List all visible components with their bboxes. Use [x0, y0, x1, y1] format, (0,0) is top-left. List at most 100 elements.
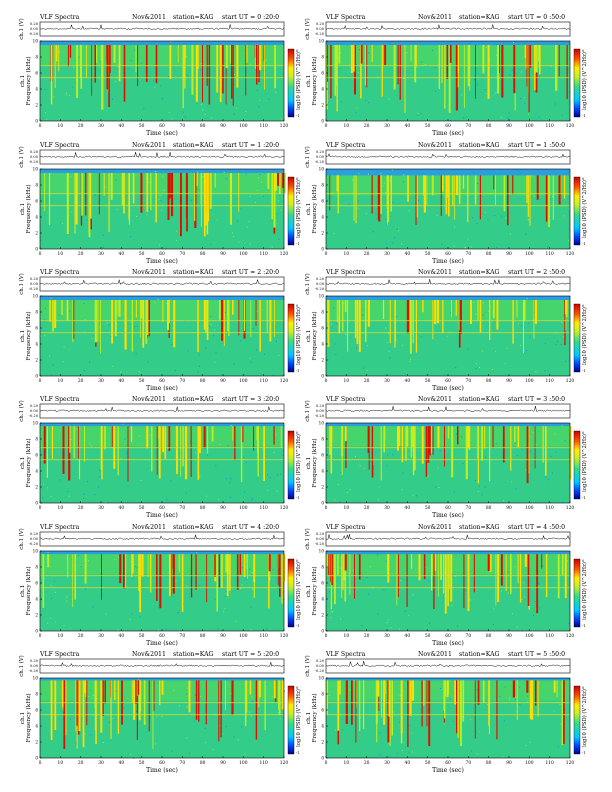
- noise-speckle: [333, 232, 335, 234]
- noise-speckle: [129, 618, 131, 620]
- noise-speckle: [329, 572, 331, 574]
- noise-speckle: [496, 247, 498, 249]
- emission-streak: [388, 680, 390, 717]
- noise-speckle: [334, 729, 336, 731]
- noise-speckle: [526, 350, 528, 351]
- emission-streak: [409, 680, 412, 716]
- noise-speckle: [75, 742, 77, 744]
- noise-speckle: [213, 335, 215, 337]
- emission-streak: [387, 554, 390, 583]
- noise-speckle: [493, 608, 495, 610]
- emission-streak: [330, 45, 332, 99]
- emission-streak: [431, 175, 434, 196]
- emission-streak: [84, 554, 87, 584]
- emission-streak: [106, 45, 109, 90]
- noise-speckle: [160, 200, 162, 202]
- x-tick-label: 20: [364, 506, 370, 511]
- noise-speckle: [506, 347, 508, 349]
- emission-streak: [436, 300, 440, 324]
- panel-channel-label: ch.1: [20, 75, 26, 88]
- colorbar-label: log10 (PSD) (V^2/Hz): [581, 434, 588, 492]
- noise-speckle: [357, 200, 359, 202]
- noise-speckle: [202, 109, 204, 111]
- noise-speckle: [353, 569, 355, 571]
- noise-speckle: [494, 350, 496, 352]
- noise-speckle: [339, 501, 341, 503]
- noise-speckle: [437, 467, 439, 469]
- emission-streak: [343, 554, 346, 581]
- y-tick-label: 4: [321, 724, 324, 729]
- waveform-tick-label: 0.20: [30, 404, 39, 408]
- emission-streak: [462, 175, 465, 189]
- noise-speckle: [233, 736, 235, 738]
- header-date: Nov&2011: [132, 524, 166, 531]
- y-tick-label: 10: [319, 676, 325, 681]
- noise-speckle: [475, 313, 477, 315]
- emission-streak: [360, 45, 362, 99]
- waveform-tick-label: -0.20: [29, 32, 39, 36]
- emission-streak: [484, 426, 486, 449]
- emission-streak: [146, 173, 149, 212]
- noise-speckle: [462, 463, 464, 465]
- noise-speckle: [343, 302, 345, 304]
- emission-streak: [329, 426, 332, 455]
- emission-streak: [219, 45, 222, 103]
- noise-speckle: [225, 178, 227, 180]
- spectrogram-upper-band: [326, 169, 570, 176]
- channel-axis-label: ch.1 (V): [18, 146, 25, 167]
- noise-speckle: [555, 451, 557, 453]
- x-tick-label: 70: [180, 761, 186, 766]
- noise-speckle: [149, 208, 150, 210]
- noise-speckle: [50, 297, 52, 299]
- noise-speckle: [415, 495, 417, 497]
- noise-speckle: [216, 219, 218, 221]
- noise-speckle: [389, 180, 391, 182]
- noise-speckle: [245, 173, 247, 175]
- noise-speckle: [340, 472, 342, 474]
- spectrogram-band-glow: [40, 300, 284, 320]
- emission-streak: [477, 680, 480, 705]
- emission-streak: [396, 554, 398, 606]
- emission-streak: [168, 300, 170, 324]
- emission-streak: [510, 426, 512, 471]
- emission-streak: [131, 554, 134, 574]
- emission-streak: [118, 45, 121, 82]
- noise-speckle: [335, 354, 337, 355]
- emission-streak: [445, 175, 448, 215]
- frequency-axis-label: Frequency (kHz): [25, 311, 32, 360]
- emission-streak: [430, 426, 432, 454]
- emission-streak: [150, 173, 152, 211]
- noise-speckle: [248, 220, 250, 222]
- noise-speckle: [195, 694, 196, 696]
- y-tick-label: 0: [35, 247, 38, 252]
- noise-speckle: [243, 456, 245, 458]
- noise-speckle: [184, 457, 186, 459]
- emission-streak: [425, 426, 428, 477]
- channel-axis-label: ch.1 (V): [304, 400, 311, 421]
- noise-speckle: [199, 69, 201, 71]
- noise-speckle: [473, 302, 475, 303]
- emission-streak: [131, 680, 133, 704]
- emission-streak: [191, 45, 194, 95]
- noise-speckle: [217, 628, 219, 630]
- noise-speckle: [261, 181, 263, 183]
- emission-streak: [467, 426, 470, 448]
- noise-speckle: [249, 711, 251, 713]
- noise-speckle: [116, 298, 118, 300]
- emission-streak: [469, 45, 471, 91]
- emission-streak: [449, 45, 452, 63]
- noise-speckle: [397, 230, 399, 232]
- noise-speckle: [361, 625, 363, 626]
- noise-speckle: [461, 436, 462, 438]
- noise-speckle: [166, 303, 168, 304]
- noise-speckle: [526, 298, 528, 300]
- emission-streak: [380, 426, 382, 481]
- noise-speckle: [273, 452, 275, 453]
- noise-speckle: [108, 722, 110, 723]
- noise-speckle: [417, 199, 419, 201]
- noise-speckle: [66, 596, 68, 598]
- noise-speckle: [441, 243, 443, 245]
- noise-speckle: [504, 686, 506, 688]
- noise-speckle: [544, 370, 546, 372]
- colorbar: [573, 176, 581, 246]
